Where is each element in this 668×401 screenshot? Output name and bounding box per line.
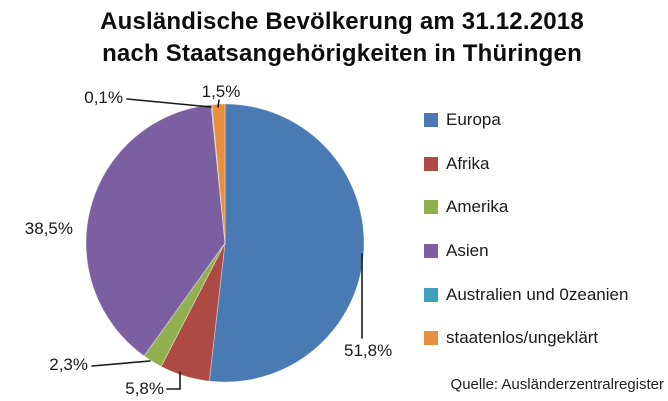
value-label-australien: 0,1%	[84, 88, 123, 107]
value-label-afrika: 5,8%	[125, 379, 164, 398]
source-text: Quelle: Ausländerzentralregister	[450, 376, 664, 393]
chart-title: Ausländische Bevölkerung am 31.12.2018 n…	[0, 6, 668, 70]
legend-swatch-asien	[424, 243, 438, 258]
pie-slice-europa	[208, 103, 365, 383]
value-label-europa: 51,8%	[344, 341, 392, 360]
legend-swatch-staatenlos	[424, 331, 438, 346]
legend-label-europa: Europa	[446, 109, 501, 129]
pie-slice-asien	[85, 104, 226, 357]
pie-slice-afrika	[160, 242, 226, 382]
legend-label-afrika: Afrika	[446, 153, 490, 173]
legend-item-afrika: Afrika	[424, 142, 664, 186]
legend-swatch-afrika	[424, 156, 438, 171]
chart-title-line1: Ausländische Bevölkerung am 31.12.2018	[100, 8, 584, 35]
chart-title-line2: nach Staatsangehörigkeiten in Thüringen	[102, 40, 582, 67]
leader-line-afrika	[166, 371, 181, 390]
legend-swatch-amerika	[424, 200, 438, 215]
legend-swatch-europa	[424, 112, 438, 127]
legend-item-europa: Europa	[424, 98, 664, 142]
legend: Europa Afrika Amerika Asien Australien u…	[424, 98, 664, 360]
value-label-amerika: 2,3%	[49, 355, 88, 374]
legend-swatch-australien	[424, 287, 438, 302]
pie-slice-amerika	[143, 242, 226, 367]
legend-item-asien: Asien	[424, 229, 664, 273]
legend-item-staatenlos: staatenlos/ungeklärt	[424, 316, 664, 360]
value-label-asien: 38,5%	[25, 219, 73, 238]
leader-line-amerika	[91, 360, 151, 367]
legend-label-amerika: Amerika	[446, 197, 509, 217]
pie-slice-australien-und-0zeanien	[210, 104, 226, 244]
legend-item-australien: Australien und 0zeanien	[424, 273, 664, 317]
leader-line-staatenlos	[217, 99, 220, 108]
legend-label-asien: Asien	[446, 240, 489, 260]
legend-label-staatenlos: staatenlos/ungeklärt	[446, 328, 599, 348]
value-label-staatenlos: 1,5%	[202, 82, 241, 101]
pie-slices-group	[85, 103, 365, 383]
legend-label-australien: Australien und 0zeanien	[446, 284, 629, 304]
leader-line-australien	[126, 98, 212, 108]
legend-item-amerika: Amerika	[424, 185, 664, 229]
